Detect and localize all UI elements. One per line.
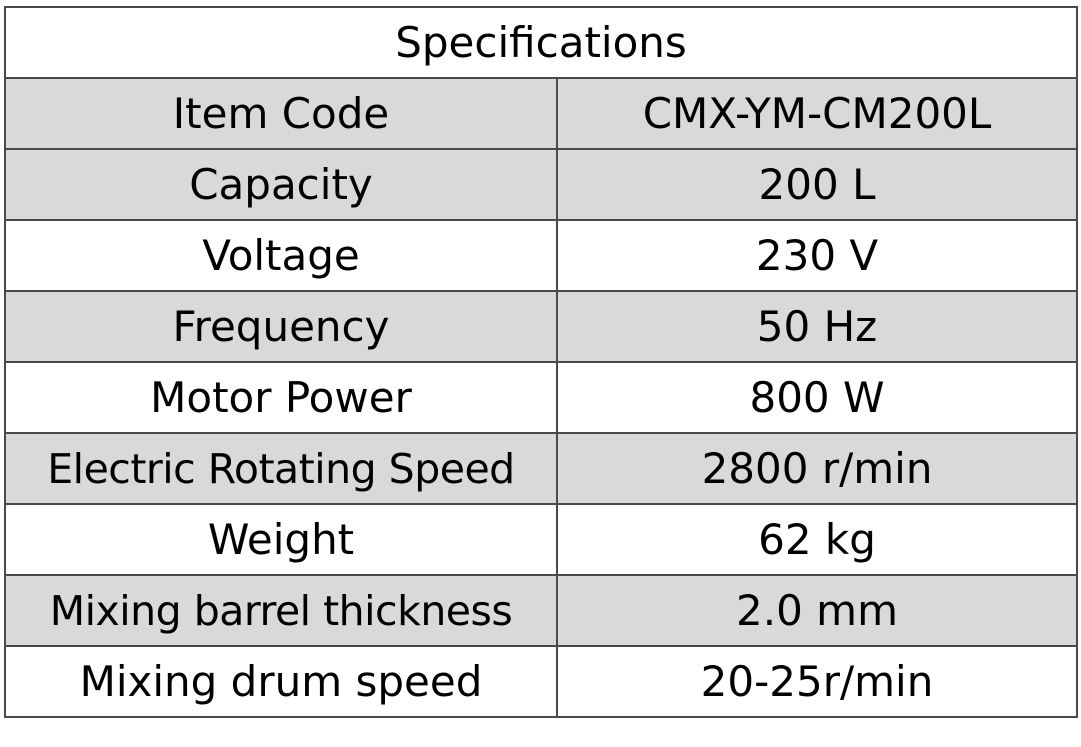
table-row: Mixing barrel thickness 2.0 mm (4, 574, 1079, 647)
spec-label: Electric Rotating Speed (4, 432, 558, 505)
spec-label: Voltage (4, 219, 558, 292)
table-row: Item Code CMX-YM-CM200L (4, 77, 1079, 150)
spec-label: Frequency (4, 290, 558, 363)
spec-value: 62 kg (555, 503, 1079, 576)
spec-label: Item Code (4, 77, 558, 150)
spec-value: 200 L (555, 148, 1079, 221)
spec-label: Mixing barrel thickness (4, 574, 558, 647)
table-row: Motor Power 800 W (4, 361, 1079, 434)
table-row: Weight 62 kg (4, 503, 1079, 576)
table-header-row: Specifications (3, 6, 1079, 79)
table-row: Electric Rotating Speed 2800 r/min (4, 432, 1079, 505)
table-row: Voltage 230 V (4, 219, 1079, 292)
spec-label: Capacity (4, 148, 558, 221)
table-row: Frequency 50 Hz (4, 290, 1079, 363)
spec-value: 50 Hz (555, 290, 1079, 363)
table-row: Mixing drum speed 20-25r/min (4, 645, 1079, 718)
spec-value: 800 W (555, 361, 1079, 434)
specifications-table-container: Specifications Item Code CMX-YM-CM200L C… (3, 6, 1079, 742)
spec-label: Motor Power (4, 361, 558, 434)
table-row: Capacity 200 L (4, 148, 1079, 221)
spec-value: 20-25r/min (555, 645, 1079, 718)
spec-label: Weight (4, 503, 558, 576)
spec-value: CMX-YM-CM200L (555, 77, 1079, 150)
table-title: Specifications (3, 6, 1079, 79)
specifications-table: Specifications Item Code CMX-YM-CM200L C… (3, 6, 1079, 718)
spec-value: 2800 r/min (555, 432, 1079, 505)
spec-value: 230 V (555, 219, 1079, 292)
spec-value: 2.0 mm (555, 574, 1079, 647)
spec-label: Mixing drum speed (4, 645, 558, 718)
